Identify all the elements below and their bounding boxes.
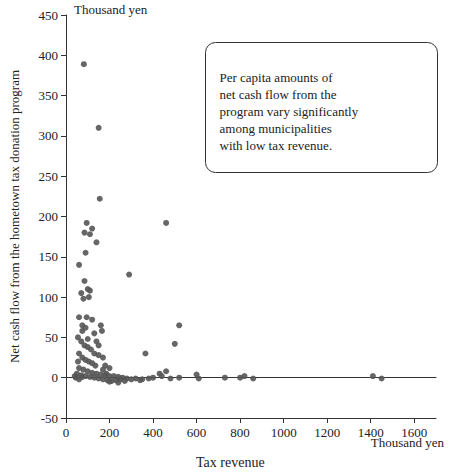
svg-text:program vary significantly: program vary significantly [220,104,359,119]
svg-text:with low tax revenue.: with low tax revenue. [220,138,333,153]
svg-text:0: 0 [52,370,59,385]
svg-text:Net cash flow from the hometow: Net cash flow from the hometown tax dona… [7,70,22,363]
svg-text:1600: 1600 [401,425,427,440]
svg-text:200: 200 [39,209,59,224]
svg-text:-50: -50 [41,411,58,426]
svg-text:300: 300 [39,128,59,143]
svg-text:net cash flow from the: net cash flow from the [220,87,337,102]
svg-text:among municipalities: among municipalities [220,121,332,136]
svg-text:100: 100 [39,290,59,305]
svg-text:250: 250 [39,169,59,184]
svg-text:150: 150 [39,249,59,264]
svg-text:1200: 1200 [314,425,340,440]
svg-text:Tax revenue: Tax revenue [196,455,265,470]
svg-text:Thousand yen: Thousand yen [74,2,148,17]
svg-text:50: 50 [45,330,58,345]
svg-text:800: 800 [230,425,250,440]
svg-text:350: 350 [39,88,59,103]
svg-text:Thousand yen: Thousand yen [370,435,444,450]
svg-text:400: 400 [39,48,59,63]
svg-text:1000: 1000 [271,425,297,440]
svg-text:600: 600 [187,425,207,440]
svg-text:0: 0 [63,425,70,440]
svg-text:400: 400 [143,425,163,440]
svg-text:200: 200 [100,425,120,440]
svg-text:Per capita amounts of: Per capita amounts of [220,70,334,85]
svg-text:1400: 1400 [358,425,384,440]
svg-text:450: 450 [39,8,59,23]
